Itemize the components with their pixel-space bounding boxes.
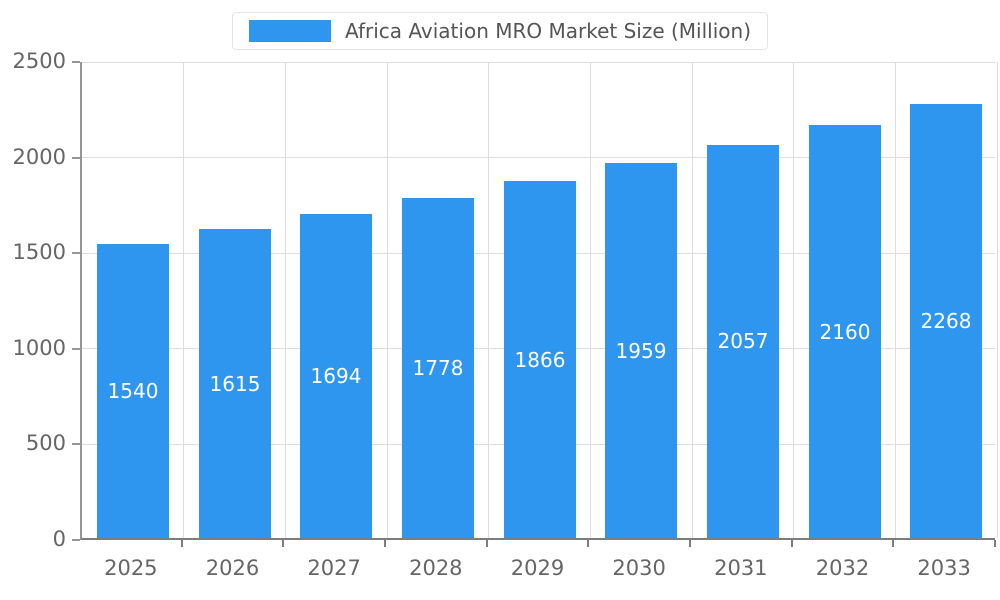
gridline-horizontal: [82, 157, 995, 159]
bar-value-label: 1615: [209, 371, 261, 396]
gridline-vertical: [589, 62, 591, 538]
x-tick-label: 2028: [409, 556, 463, 580]
y-tick-label: 1500: [12, 240, 66, 265]
y-tick-label: 500: [25, 431, 66, 456]
gridline-vertical: [284, 62, 286, 538]
gridline-vertical: [488, 62, 490, 538]
y-tick-label: 1000: [12, 335, 66, 360]
bar-2025[interactable]: 1540: [97, 243, 169, 538]
gridline-vertical: [793, 62, 795, 538]
x-tick-label: 2031: [714, 556, 768, 580]
gridline-vertical: [996, 62, 998, 538]
x-tick-label: 2029: [510, 556, 565, 580]
y-tick-mark: [72, 347, 80, 350]
bar-2027[interactable]: 1694: [300, 214, 372, 538]
legend-label: Africa Aviation MRO Market Size (Million…: [345, 19, 751, 43]
x-tick-label: 2027: [307, 556, 361, 580]
x-tick-mark: [994, 540, 996, 547]
bar-2030[interactable]: 1959: [605, 163, 677, 538]
y-tick-label: 2000: [12, 144, 66, 169]
x-tick-label: 2025: [104, 556, 158, 580]
x-tick-mark: [587, 540, 590, 547]
bar-value-label: 1540: [107, 378, 159, 403]
y-tick-mark: [72, 443, 80, 446]
bar-2031[interactable]: 2057: [707, 144, 779, 538]
y-tick-mark: [72, 252, 80, 255]
legend[interactable]: Africa Aviation MRO Market Size (Million…: [232, 12, 768, 50]
x-tick-mark: [790, 540, 793, 547]
x-tick-mark: [384, 540, 386, 547]
bar-2032[interactable]: 2160: [809, 125, 881, 538]
gridline-vertical: [894, 62, 896, 538]
bar-value-label: 1694: [310, 364, 362, 389]
plot-area: 1540 1615 1694 1778 1866 1959 2057 2160 2268: [80, 61, 998, 540]
x-tick-label: 2032: [815, 556, 870, 580]
x-tick-mark: [892, 540, 895, 547]
bar-value-label: 2057: [717, 329, 769, 354]
bar-value-label: 2268: [920, 309, 972, 334]
x-tick-mark: [180, 540, 183, 547]
x-tick-mark: [485, 540, 488, 547]
y-tick-mark: [72, 61, 80, 63]
bar-value-label: 1778: [412, 356, 464, 381]
gridline-horizontal: [82, 61, 995, 63]
legend-swatch-icon: [249, 20, 331, 42]
bar-2028[interactable]: 1778: [402, 198, 474, 538]
x-tick-label: 2026: [205, 556, 260, 580]
bar-2026[interactable]: 1615: [199, 229, 271, 538]
gridline-vertical: [183, 62, 185, 538]
bar-value-label: 1866: [514, 347, 566, 372]
y-tick-mark: [72, 156, 80, 159]
y-tick-label: 2500: [12, 49, 66, 73]
y-tick-label: 0: [52, 527, 66, 551]
bar-value-label: 1959: [615, 338, 667, 363]
x-tick-label: 2033: [917, 556, 971, 580]
x-tick-mark: [689, 540, 691, 547]
x-tick-label: 2030: [612, 556, 666, 580]
y-tick-mark: [72, 539, 80, 541]
bar-2029[interactable]: 1866: [504, 181, 576, 538]
bar-value-label: 2160: [819, 319, 871, 344]
x-tick-mark: [282, 540, 285, 547]
gridline-vertical: [691, 62, 693, 538]
gridline-vertical: [386, 62, 388, 538]
bar-2033[interactable]: 2268: [910, 104, 982, 538]
